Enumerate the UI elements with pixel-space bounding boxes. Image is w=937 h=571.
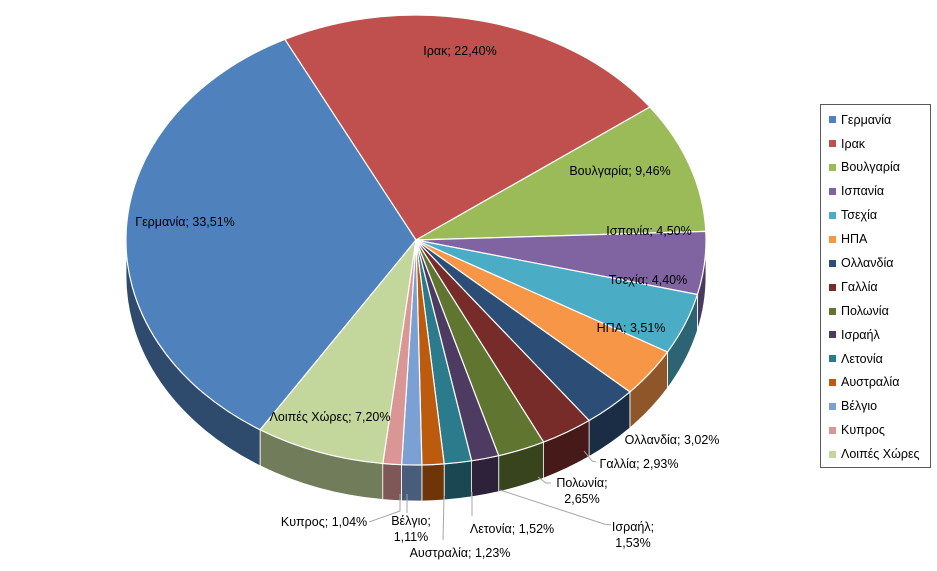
legend-label: Πολωνία bbox=[841, 303, 889, 318]
pie-top-faces bbox=[125, 14, 707, 466]
legend-swatch bbox=[829, 403, 836, 411]
slice-label: Πολωνία; 2,65% bbox=[556, 476, 607, 506]
legend-item: Λετονία bbox=[826, 347, 928, 371]
slice-label: Λοιπές Χώρες; 7,20% bbox=[270, 410, 391, 424]
legend-label: Βέλγιο bbox=[841, 399, 878, 414]
pie-slice bbox=[284, 14, 651, 241]
slice-label: ΗΠΑ; 3,51% bbox=[597, 321, 666, 335]
legend-swatch bbox=[829, 307, 836, 315]
pie-slice bbox=[125, 38, 417, 431]
legend-swatch bbox=[829, 116, 836, 124]
pie-walls bbox=[125, 239, 707, 502]
slice-label: Ιρακ; 22,40% bbox=[423, 44, 496, 58]
slice-label: Κυπρος; 1,04% bbox=[281, 515, 367, 529]
legend-swatch bbox=[829, 140, 836, 148]
legend-item: Ισπανία bbox=[826, 180, 928, 204]
legend-swatch bbox=[829, 259, 836, 267]
legend-item: Κυπρος bbox=[826, 419, 928, 443]
legend-swatch bbox=[829, 355, 836, 363]
legend-label: Κυπρος bbox=[841, 423, 885, 438]
slice-label: Λετονία; 1,52% bbox=[470, 522, 554, 536]
legend-swatch bbox=[829, 427, 836, 435]
legend-swatch bbox=[829, 379, 836, 387]
slice-label: Γαλλία; 2,93% bbox=[599, 457, 678, 471]
legend-swatch bbox=[829, 212, 836, 219]
legend-item: Τσεχία bbox=[826, 204, 928, 228]
legend-item: Ολλανδία bbox=[826, 251, 928, 275]
leader-line bbox=[368, 494, 401, 523]
legend-label: Ισραήλ bbox=[841, 327, 880, 342]
legend-item: Πολωνία bbox=[826, 299, 928, 323]
legend-label: Βουλγαρία bbox=[841, 160, 900, 175]
legend-item: Αυστραλία bbox=[826, 371, 928, 395]
legend-label: Τσεχία bbox=[841, 208, 878, 223]
legend-item: Βέλγιο bbox=[826, 395, 928, 419]
pie-slice-side bbox=[443, 460, 472, 501]
pie-slice-side bbox=[471, 455, 500, 498]
legend-label: Λετονία bbox=[841, 351, 883, 366]
slice-label: Αυστραλία; 1,23% bbox=[410, 546, 511, 560]
legend-swatch bbox=[829, 283, 836, 291]
legend-label: Γαλλία bbox=[841, 279, 878, 294]
legend-swatch bbox=[829, 188, 836, 196]
slice-label: Τσεχία; 4,40% bbox=[609, 273, 688, 287]
leader-line bbox=[583, 450, 597, 463]
pie-slice-side bbox=[421, 463, 445, 502]
legend-label: Ισπανία bbox=[841, 184, 885, 199]
legend-swatch bbox=[829, 331, 836, 339]
legend-item: Γερμανία bbox=[826, 108, 928, 132]
slice-label: Ισραήλ; 1,53% bbox=[612, 520, 654, 550]
pie-slice-side bbox=[382, 463, 402, 502]
slice-label: Βέλγιο; 1,11% bbox=[391, 514, 431, 544]
legend-item: ΗΠΑ bbox=[826, 227, 928, 251]
legend-swatch bbox=[829, 235, 836, 243]
slice-label: Ολλανδία; 3,02% bbox=[625, 433, 720, 447]
leader-line bbox=[499, 489, 612, 526]
legend-item: Λοιπές Χώρες bbox=[826, 442, 928, 466]
legend-label: Αυστραλία bbox=[841, 375, 900, 390]
leader-line bbox=[442, 495, 445, 541]
slice-label: Βουλγαρία; 9,46% bbox=[569, 164, 670, 178]
legend-label: Λοιπές Χώρες bbox=[841, 447, 920, 462]
leader-lines bbox=[368, 450, 612, 541]
slice-label: Ισπανία; 4,50% bbox=[606, 224, 692, 238]
pie-slice-side bbox=[401, 464, 423, 502]
legend-label: Ιρακ bbox=[841, 136, 866, 151]
legend-swatch bbox=[829, 164, 836, 172]
legend-item: Ισραήλ bbox=[826, 323, 928, 347]
slice-labels: Γερμανία; 33,51% Ιρακ; 22,40% Βουλγαρία; 9… bbox=[135, 44, 719, 560]
legend-label: ΗΠΑ bbox=[841, 232, 868, 247]
legend-item: Ιρακ bbox=[826, 132, 928, 156]
slice-label: Γερμανία; 33,51% bbox=[135, 215, 235, 229]
legend-item: Γαλλία bbox=[826, 275, 928, 299]
legend: Γερμανία Ιρακ Βουλγαρία Ισπανία Τσεχία ΗΠΑ Ολλ… bbox=[820, 104, 931, 468]
leader-line bbox=[537, 476, 551, 484]
pie-slice bbox=[415, 106, 707, 241]
legend-item: Βουλγαρία bbox=[826, 156, 928, 180]
legend-label: Γερμανία bbox=[841, 112, 892, 127]
pie-slice bbox=[259, 239, 417, 465]
legend-swatch bbox=[829, 450, 836, 458]
legend-label: Ολλανδία bbox=[841, 256, 894, 271]
